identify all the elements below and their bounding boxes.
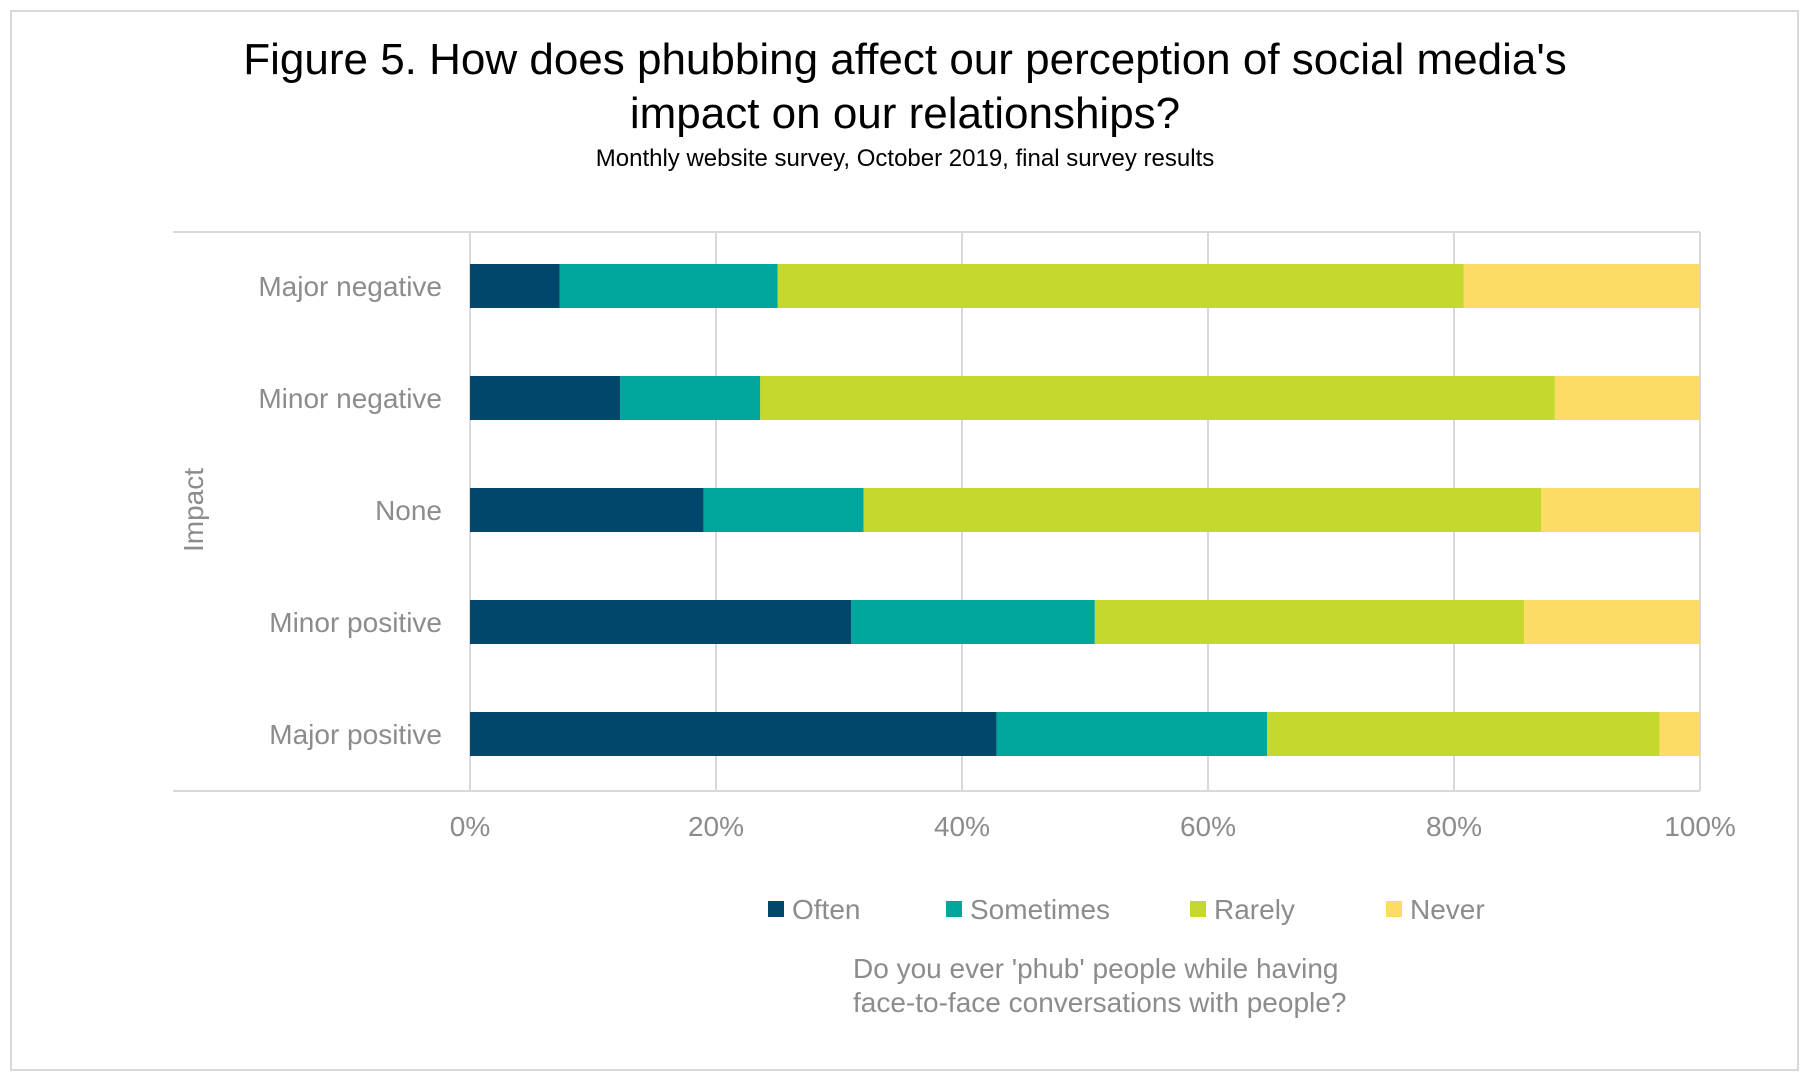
x-tick-label: 0% <box>450 811 490 842</box>
category-label: Minor negative <box>258 383 442 414</box>
bar-segment-often <box>470 712 997 756</box>
bars <box>470 264 1700 756</box>
y-axis-label: Impact <box>178 468 209 552</box>
legend-label: Never <box>1410 894 1485 925</box>
bar-segment-often <box>470 488 704 532</box>
chart-title-line-2: impact on our relationships? <box>630 89 1180 138</box>
legend-item-often: Often <box>768 894 860 925</box>
axes <box>173 231 1700 792</box>
bar-segment-rarely <box>1094 600 1525 644</box>
category-label: None <box>375 495 442 526</box>
legend-label: Sometimes <box>970 894 1110 925</box>
bar-segment-often <box>470 376 621 420</box>
category-label: Minor positive <box>269 607 442 638</box>
legend-title-line-1: Do you ever 'phub' people while having <box>853 953 1338 984</box>
legend-title-line-2: face-to-face conversations with people? <box>853 987 1346 1018</box>
x-tick-label: 60% <box>1180 811 1236 842</box>
bar-segment-never <box>1541 488 1700 532</box>
bar-segment-sometimes <box>996 712 1268 756</box>
x-tick-label: 80% <box>1426 811 1482 842</box>
chart-subtitle: Monthly website survey, October 2019, fi… <box>596 145 1215 172</box>
bar-segment-sometimes <box>851 600 1095 644</box>
bar-segment-often <box>470 264 560 308</box>
legend-swatch <box>1386 901 1402 917</box>
legend-item-sometimes: Sometimes <box>946 894 1110 925</box>
bar-segment-often <box>470 600 852 644</box>
category-label: Major positive <box>269 719 442 750</box>
bar-segment-never <box>1659 712 1700 756</box>
bar-segment-rarely <box>863 488 1542 532</box>
bar-segment-never <box>1463 264 1700 308</box>
x-tick-labels: 0% 20% 40% 60% 80% 100% <box>450 811 1736 842</box>
chart-title-line-1: Figure 5. How does phubbing affect our p… <box>243 35 1566 84</box>
category-label: Major negative <box>258 271 442 302</box>
bar-segment-never <box>1554 376 1700 420</box>
category-labels: Major negative Minor negative None Minor po… <box>258 271 442 750</box>
legend-label: Rarely <box>1214 894 1295 925</box>
chart-frame <box>10 10 1799 1071</box>
bar-segment-rarely <box>1267 712 1660 756</box>
x-tick-label: 20% <box>688 811 744 842</box>
bar-segment-sometimes <box>620 376 761 420</box>
bar-segment-sometimes <box>703 488 864 532</box>
bar-segment-sometimes <box>559 264 778 308</box>
bar-segment-never <box>1524 600 1700 644</box>
legend-swatch <box>1190 901 1206 917</box>
x-tick-label: 100% <box>1664 811 1736 842</box>
bar-segment-rarely <box>777 264 1464 308</box>
legend-swatch <box>946 901 962 917</box>
legend: Often Sometimes Rarely Never <box>768 894 1485 925</box>
legend-swatch <box>768 901 784 917</box>
legend-item-rarely: Rarely <box>1190 894 1295 925</box>
legend-label: Often <box>792 894 860 925</box>
x-tick-label: 40% <box>934 811 990 842</box>
bar-segment-rarely <box>760 376 1555 420</box>
legend-item-never: Never <box>1386 894 1485 925</box>
